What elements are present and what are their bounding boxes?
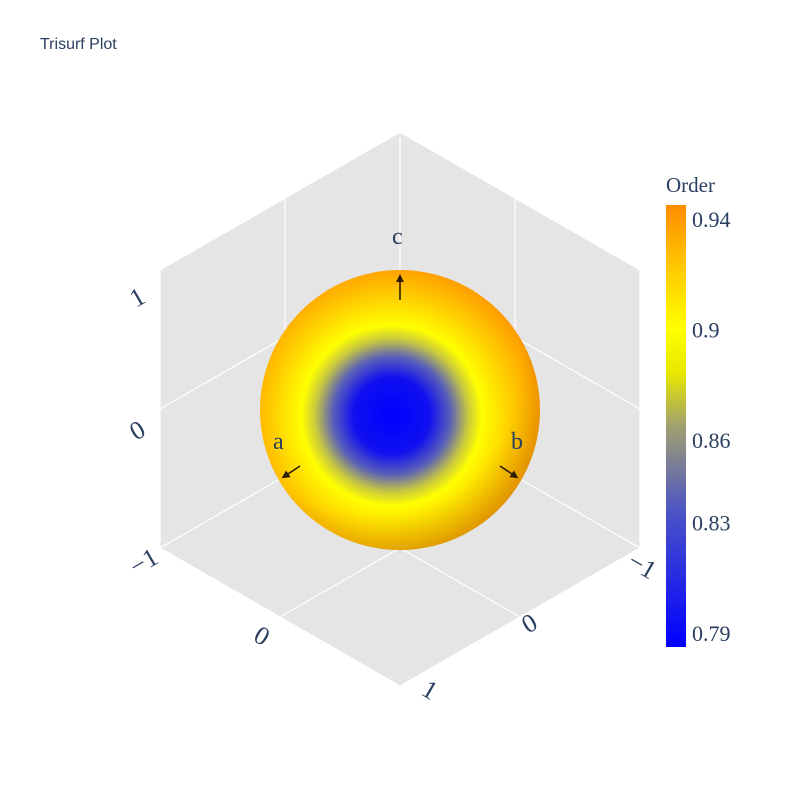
direction-arrows <box>281 274 519 479</box>
z-tick-high: 1 <box>125 282 151 314</box>
colorbar-tick-label: 0.9 <box>692 317 720 342</box>
arrow-label-c: c <box>392 224 403 250</box>
colorbar-scale <box>666 205 686 647</box>
z-tick-low: −1 <box>125 542 163 581</box>
colorbar-tick-label: 0.86 <box>692 428 731 453</box>
scene-3d[interactable]: a b c 1 0 −1 0 1 0 −1 <box>125 131 662 706</box>
colorbar-tick-label: 0.83 <box>692 511 731 536</box>
colorbar-title: Order <box>666 173 715 197</box>
arrow-a <box>281 465 301 479</box>
y-tick-mid: 0 <box>517 608 543 640</box>
colorbar-ticks: 0.94 0.9 0.86 0.83 0.79 <box>692 207 731 646</box>
colorbar-tick-label: 0.94 <box>692 207 731 232</box>
arrow-b <box>499 465 519 479</box>
x-tick-high: 1 <box>417 674 443 706</box>
colorbar: Order 0.94 0.9 0.86 0.83 0.79 <box>666 173 731 647</box>
x-tick-mid: 0 <box>249 620 275 652</box>
chart-title: Trisurf Plot <box>40 36 117 53</box>
arrow-label-a: a <box>273 429 284 455</box>
sphere-shading <box>260 270 540 550</box>
colorbar-tick-label: 0.79 <box>692 621 731 646</box>
arrow-label-b: b <box>511 429 523 455</box>
z-tick-mid: 0 <box>125 415 151 447</box>
